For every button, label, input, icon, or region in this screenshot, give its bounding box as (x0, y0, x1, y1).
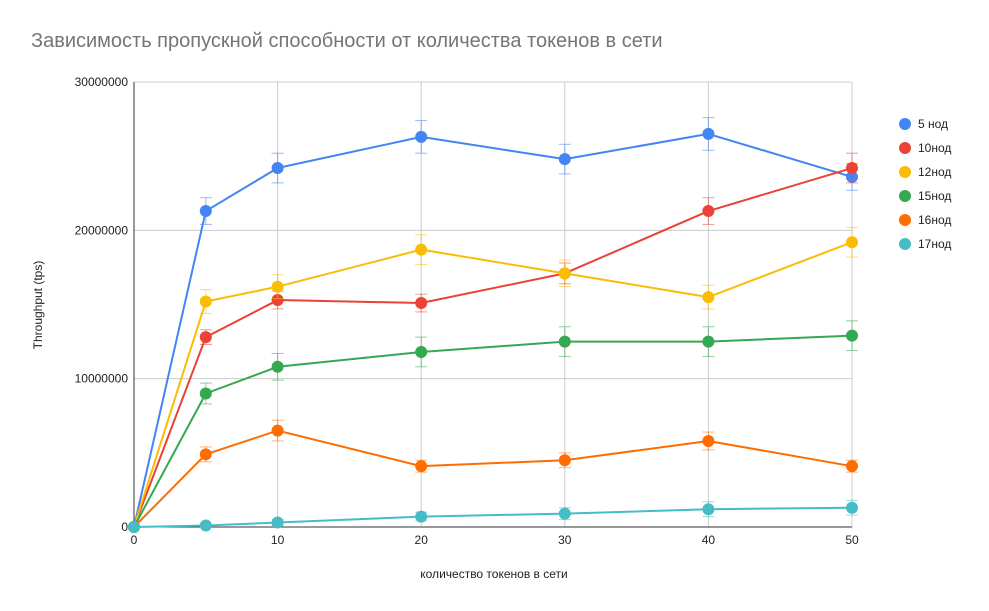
y-tick-label: 30000000 (75, 75, 129, 89)
legend-item: 12нод (899, 165, 951, 179)
data-point (415, 345, 428, 358)
data-point (199, 331, 212, 344)
chart-title: Зависимость пропускной способности от ко… (31, 30, 663, 52)
series-6 (128, 499, 858, 533)
data-point (415, 460, 428, 473)
legend-label: 10нод (918, 141, 951, 155)
data-point (702, 335, 715, 348)
y-tick-label: 0 (121, 520, 128, 534)
x-axis-label: количество токенов в сети (420, 567, 567, 581)
series-line (133, 429, 853, 528)
data-point (415, 243, 428, 256)
axes (133, 82, 852, 528)
legend-item: 5 нод (899, 117, 948, 131)
data-point (558, 454, 571, 467)
legend-marker (899, 142, 911, 154)
data-point (415, 510, 428, 523)
series-line (133, 506, 853, 528)
series-2 (128, 152, 858, 533)
series-3 (128, 226, 858, 533)
data-point (271, 280, 284, 293)
data-point (558, 153, 571, 166)
data-point (199, 387, 212, 400)
data-point (846, 329, 858, 342)
x-tick-labels: 0 10 20 30 40 50 (131, 533, 859, 547)
legend-marker (899, 118, 911, 130)
y-axis-label: Throughput (tps) (31, 261, 45, 350)
data-point (415, 297, 428, 310)
x-tick-label: 0 (131, 533, 138, 547)
legend-label: 16нод (918, 213, 951, 227)
legend-marker (899, 238, 911, 250)
series-line (133, 132, 853, 528)
legend-label: 17нод (918, 237, 951, 251)
data-point (199, 205, 212, 218)
data-point (415, 130, 428, 143)
y-tick-label: 10000000 (75, 372, 129, 386)
legend-marker (899, 166, 911, 178)
data-point (271, 516, 284, 529)
data-point (702, 503, 715, 516)
x-tick-label: 10 (271, 533, 285, 547)
series-line (133, 334, 853, 528)
data-point (846, 501, 858, 514)
legend-label: 5 нод (918, 117, 948, 131)
data-point (558, 335, 571, 348)
y-tick-label: 20000000 (75, 223, 129, 237)
x-tick-label: 40 (702, 533, 716, 547)
y-tick-labels: 0 10000000 20000000 30000000 (75, 75, 129, 534)
series-5 (128, 419, 858, 533)
data-point (128, 521, 140, 533)
series-line (133, 241, 853, 528)
x-tick-label: 30 (558, 533, 572, 547)
legend-marker (899, 190, 911, 202)
series-4 (128, 320, 858, 533)
data-point (702, 205, 715, 218)
data-point (702, 127, 715, 140)
data-point (702, 434, 715, 447)
data-point (558, 267, 571, 280)
legend-item: 15нод (899, 189, 951, 203)
data-point (846, 460, 858, 473)
data-point (846, 162, 858, 175)
legend-marker (899, 214, 911, 226)
data-point (199, 519, 212, 532)
legend-label: 15нод (918, 189, 951, 203)
series-group (128, 117, 858, 533)
data-point (271, 424, 284, 437)
legend-label: 12нод (918, 165, 951, 179)
data-point (702, 291, 715, 304)
data-point (271, 162, 284, 175)
data-point (199, 295, 212, 308)
data-point (199, 448, 212, 461)
data-point (271, 360, 284, 373)
legend-item: 10нод (899, 141, 951, 155)
x-tick-label: 50 (845, 533, 859, 547)
legend: 5 нод 10нод 12нод 15нод 16нод 17нод (899, 117, 951, 251)
series-1 (128, 117, 858, 533)
legend-item: 17нод (899, 237, 951, 251)
data-point (271, 294, 284, 307)
data-point (558, 507, 571, 520)
legend-item: 16нод (899, 213, 951, 227)
x-tick-label: 20 (415, 533, 429, 547)
data-point (846, 236, 858, 249)
